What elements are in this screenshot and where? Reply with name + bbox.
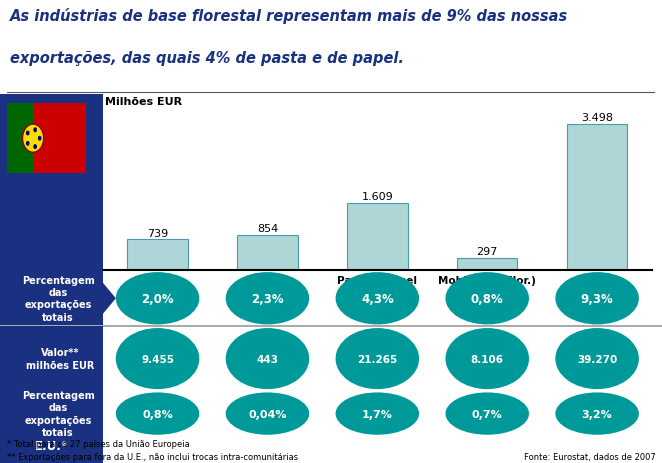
Text: 9.455: 9.455 — [141, 354, 174, 364]
Bar — [127, 240, 188, 271]
Text: Percentagem
das
exportações
totais: Percentagem das exportações totais — [22, 275, 95, 322]
Ellipse shape — [116, 393, 199, 435]
Text: 2,0%: 2,0% — [141, 292, 174, 305]
Bar — [347, 203, 408, 271]
Circle shape — [38, 137, 42, 141]
Text: * Total para os 27 países da União Europeia: * Total para os 27 países da União Europ… — [7, 439, 189, 448]
Bar — [237, 235, 298, 271]
Ellipse shape — [446, 393, 529, 435]
Ellipse shape — [116, 328, 199, 389]
Text: 8.106: 8.106 — [471, 354, 504, 364]
Bar — [7, 104, 33, 174]
Text: Fonte: Eurostat, dados de 2007: Fonte: Eurostat, dados de 2007 — [524, 452, 655, 461]
Text: 1,7%: 1,7% — [362, 409, 393, 419]
Circle shape — [26, 142, 30, 146]
Ellipse shape — [226, 393, 309, 435]
Text: 854: 854 — [257, 224, 278, 233]
Circle shape — [23, 125, 44, 153]
Text: 297: 297 — [477, 247, 498, 257]
Bar — [457, 258, 518, 271]
Text: 0,7%: 0,7% — [472, 409, 502, 419]
Text: 1.609: 1.609 — [361, 192, 393, 202]
Text: Valor**
milhões EUR: Valor** milhões EUR — [26, 348, 95, 370]
Ellipse shape — [446, 273, 529, 325]
Text: 39.270: 39.270 — [577, 354, 617, 364]
Text: 3,2%: 3,2% — [582, 409, 612, 419]
Ellipse shape — [226, 328, 309, 389]
Text: 21.265: 21.265 — [357, 354, 397, 364]
Bar — [567, 125, 628, 271]
Text: Percentagem
das
exportações
totais: Percentagem das exportações totais — [22, 390, 95, 437]
Text: 739: 739 — [147, 228, 168, 238]
Text: 9,3%: 9,3% — [581, 292, 614, 305]
Text: 4,3%: 4,3% — [361, 292, 394, 305]
Circle shape — [33, 145, 37, 150]
Text: 2,3%: 2,3% — [251, 292, 284, 305]
Circle shape — [33, 128, 37, 133]
Text: 0,8%: 0,8% — [142, 409, 173, 419]
Text: exportações, das quais 4% de pasta e de papel.: exportações, das quais 4% de pasta e de … — [10, 51, 404, 66]
Ellipse shape — [336, 273, 419, 325]
Ellipse shape — [555, 393, 639, 435]
Ellipse shape — [446, 328, 529, 389]
Text: E.U.*: E.U.* — [34, 439, 68, 452]
Ellipse shape — [116, 273, 199, 325]
Polygon shape — [0, 271, 116, 326]
Text: Milhões EUR: Milhões EUR — [105, 97, 182, 107]
Text: 0,8%: 0,8% — [471, 292, 504, 305]
Text: Portugal: Portugal — [11, 292, 71, 305]
Ellipse shape — [336, 393, 419, 435]
Text: ** Exportações para fora da U.E., não inclui trocas intra-comunitárias: ** Exportações para fora da U.E., não in… — [7, 452, 298, 461]
Bar — [33, 104, 86, 174]
Text: 443: 443 — [256, 354, 279, 364]
Circle shape — [26, 131, 30, 136]
Ellipse shape — [336, 328, 419, 389]
Ellipse shape — [226, 273, 309, 325]
Text: As indústrias de base florestal representam mais de 9% das nossas: As indústrias de base florestal represen… — [10, 7, 568, 24]
Text: 3.498: 3.498 — [581, 113, 613, 123]
Ellipse shape — [555, 273, 639, 325]
Ellipse shape — [555, 328, 639, 389]
Text: 0,04%: 0,04% — [248, 409, 287, 419]
